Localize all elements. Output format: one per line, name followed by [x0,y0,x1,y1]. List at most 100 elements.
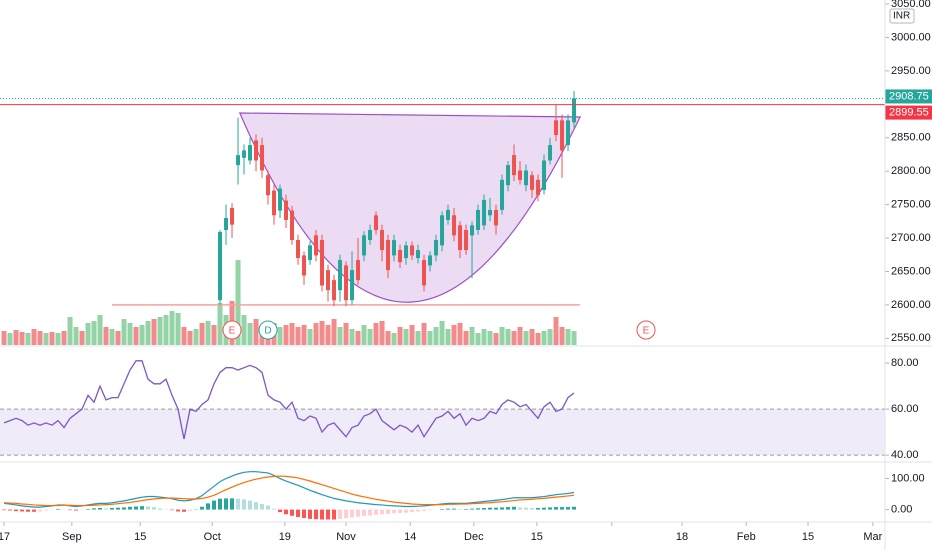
x-tick-label: 19 [279,531,291,543]
macd-histogram-bar [284,509,289,515]
candle-body [452,215,457,236]
volume-bar [19,332,25,345]
macd-histogram-bar [272,508,277,510]
candle-body [488,209,493,216]
volume-bar [433,327,439,345]
volume-bar [559,327,565,345]
volume-bar [25,333,31,345]
volume-bar [523,331,529,345]
volume-bar [283,325,289,345]
x-tick-label: 17 [0,531,10,543]
candle-body [362,235,367,256]
volume-bar [355,331,361,345]
macd-histogram-bar [350,509,355,518]
volume-bar [163,315,169,345]
candle-body [332,280,337,301]
volume-bar [277,327,283,345]
macd-histogram-bar [140,506,145,510]
volume-bar [463,331,469,345]
candle-body [530,175,535,190]
macd-histogram-bar [92,508,97,510]
y-tick-label: 2550.00 [891,332,931,344]
candle-body [518,170,523,180]
volume-bar [415,331,421,345]
macd-histogram-bar [566,507,571,510]
candle-body [218,232,223,301]
macd-histogram-bar [104,508,109,510]
x-tick-label: 15 [802,531,814,543]
x-tick-label: 15 [134,531,146,543]
volume-bar [427,331,433,345]
volume-bar [133,327,139,345]
volume-bar [157,317,163,345]
candle-body [524,170,529,186]
volume-bar [97,315,103,345]
event-marker [258,320,278,340]
y-tick-label: 60.00 [891,403,919,415]
x-tick-label: 18 [676,531,688,543]
x-tick-label: 14 [404,531,416,543]
macd-histogram-bar [74,509,79,511]
macd-histogram-bar [380,509,385,515]
candle-body [386,240,391,271]
candle-body [548,145,553,161]
macd-histogram-bar [392,509,397,514]
candle-body [338,260,343,291]
candle-body [464,230,469,251]
volume-bar [571,331,577,345]
volume-bar [151,319,157,345]
volume-bar [289,323,295,345]
y-tick-label: 40.00 [891,449,919,461]
macd-histogram-bar [542,507,547,510]
candle-body [554,120,559,136]
macd-histogram-bar [158,508,163,510]
volume-bar [235,260,241,345]
candle-body [428,255,433,266]
macd-histogram-bar [572,506,577,510]
volume-bar [139,325,145,345]
volume-bar [61,331,67,345]
candle-body [326,270,331,291]
volume-bar [121,319,127,345]
macd-line [3,471,575,508]
macd-histogram-bar [368,509,373,516]
candle-body [458,225,463,251]
macd-histogram-bar [470,508,475,510]
macd-histogram-bar [212,500,217,510]
candle-body [392,240,397,256]
macd-histogram-bar [308,509,313,519]
y-tick-label: 100.00 [891,472,925,484]
volume-bar [31,329,37,345]
y-tick-label: 2750.00 [891,198,931,210]
macd-histogram-bar [422,509,427,511]
macd-histogram-bar [410,509,415,513]
volume-bar [241,315,247,345]
macd-histogram-bar [530,508,535,510]
candle-body [266,175,271,196]
volume-bar [103,327,109,345]
macd-histogram-bar [374,509,379,515]
price-label: 2908.75 [889,90,929,102]
candle-body [398,250,403,263]
candle-body [296,240,301,259]
volume-bar [253,319,259,345]
candle-body [368,230,373,241]
candle-body [410,245,415,256]
macd-histogram-bar [86,508,91,510]
volume-bar [7,333,13,345]
macd-histogram-bar [446,508,451,510]
volume-bar [541,331,547,345]
candle-body [494,209,499,226]
macd-histogram-bar [536,508,541,510]
volume-bar [307,329,313,345]
volume-bar [547,329,553,345]
volume-bar [43,333,49,345]
y-tick-label: 2700.00 [891,232,931,244]
price-label-box [885,105,932,120]
y-tick-label: 2800.00 [891,165,931,177]
volume-bar [565,329,571,345]
volume-bar [409,325,415,345]
candle-body [224,217,229,230]
volume-bar [457,323,463,345]
